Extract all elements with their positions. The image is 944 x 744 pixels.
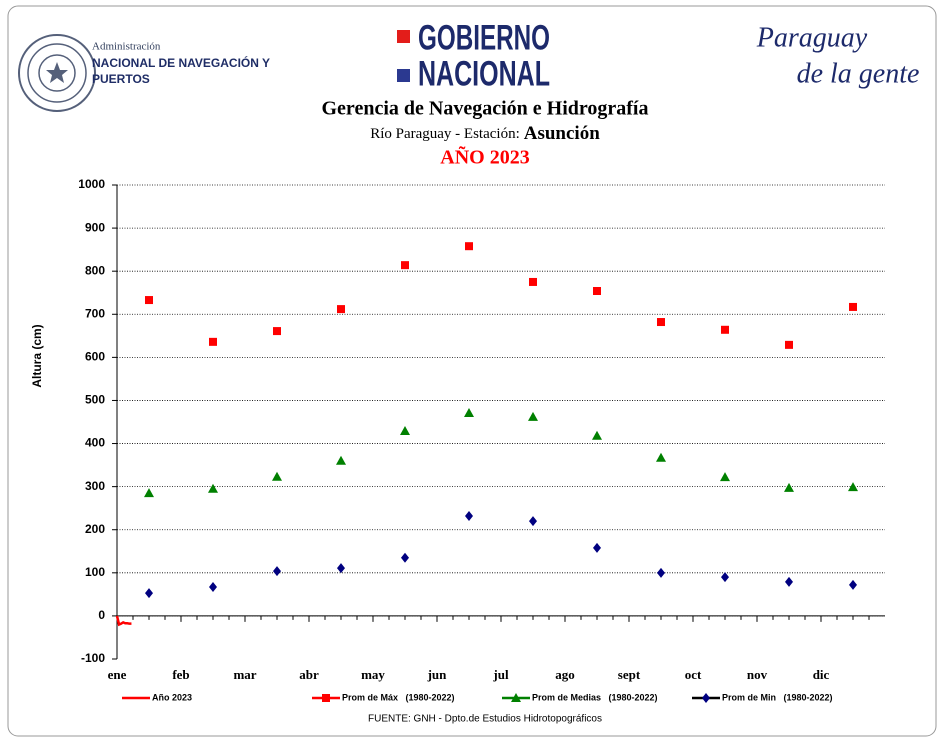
y-tick-label: 200 bbox=[85, 522, 105, 536]
source: FUENTE: GNH - Dpto.de Estudios Hidrotopo… bbox=[368, 714, 602, 725]
point bbox=[593, 542, 601, 553]
point bbox=[209, 582, 217, 593]
x-tick-label: jun bbox=[427, 667, 448, 682]
gov-logo-text: GOBIERNO bbox=[418, 18, 550, 57]
point bbox=[465, 510, 473, 521]
y-tick-label: 300 bbox=[85, 479, 105, 493]
point bbox=[721, 325, 729, 334]
x-tick-label: ene bbox=[108, 667, 127, 682]
x-tick-label: ago bbox=[555, 667, 575, 682]
point bbox=[145, 588, 153, 599]
x-tick-label: nov bbox=[747, 667, 768, 682]
point bbox=[465, 242, 473, 251]
y-tick-label: 800 bbox=[85, 263, 105, 277]
point bbox=[322, 694, 330, 702]
y-tick-label: 1000 bbox=[78, 177, 105, 191]
x-tick-label: feb bbox=[172, 667, 189, 682]
point bbox=[784, 482, 794, 492]
x-tick-label: dic bbox=[813, 667, 830, 682]
point bbox=[272, 471, 282, 481]
point bbox=[720, 472, 730, 482]
chart-subtitle: Río Paraguay - Estación: Asunción bbox=[370, 123, 600, 144]
point bbox=[849, 302, 857, 311]
y-tick-label: 0 bbox=[98, 608, 105, 622]
point bbox=[145, 296, 153, 305]
x-tick-label: oct bbox=[685, 667, 702, 682]
x-tick-label: jul bbox=[492, 667, 509, 682]
x-tick-label: mar bbox=[233, 667, 256, 682]
point bbox=[400, 426, 410, 436]
x-tick-label: sept bbox=[618, 667, 641, 682]
point bbox=[511, 693, 521, 702]
y-tick-label: 700 bbox=[85, 306, 105, 320]
point bbox=[209, 337, 217, 346]
x-tick-label: may bbox=[361, 667, 385, 682]
logo-square bbox=[397, 30, 410, 43]
slogan: Paraguay bbox=[756, 22, 868, 53]
series-line bbox=[115, 615, 132, 627]
point bbox=[785, 340, 793, 349]
point bbox=[208, 483, 218, 493]
point bbox=[401, 552, 409, 563]
point bbox=[657, 318, 665, 327]
subtitle-prefix: Río Paraguay - Estación: bbox=[370, 126, 520, 142]
admin-text: PUERTOS bbox=[92, 72, 150, 86]
point bbox=[273, 566, 281, 577]
point bbox=[273, 327, 281, 336]
chart-title: Gerencia de Navegación e Hidrografía bbox=[322, 98, 649, 120]
point bbox=[702, 693, 710, 703]
y-tick-label: 400 bbox=[85, 436, 105, 450]
point bbox=[529, 516, 537, 527]
point bbox=[337, 563, 345, 574]
logo-square bbox=[397, 69, 410, 82]
y-tick-label: -100 bbox=[81, 651, 105, 665]
year-label: AÑO 2023 bbox=[440, 146, 529, 169]
y-tick-label: 100 bbox=[85, 565, 105, 579]
point bbox=[593, 287, 601, 296]
point bbox=[848, 482, 858, 492]
point bbox=[785, 576, 793, 587]
point bbox=[849, 579, 857, 590]
point bbox=[528, 411, 538, 421]
y-axis-label: Altura (cm) bbox=[30, 324, 44, 387]
point bbox=[401, 261, 409, 270]
legend-label: Prom de Máx (1980-2022) bbox=[342, 692, 455, 702]
point bbox=[529, 277, 537, 286]
point bbox=[144, 488, 154, 498]
legend-label: Año 2023 bbox=[152, 692, 192, 702]
point bbox=[336, 455, 346, 465]
point bbox=[592, 430, 602, 440]
admin-text: Administración bbox=[92, 41, 161, 53]
y-tick-label: 600 bbox=[85, 350, 105, 364]
gov-logo-text: NACIONAL bbox=[418, 54, 550, 93]
frame bbox=[7, 5, 937, 737]
seal-logo bbox=[18, 34, 96, 112]
point bbox=[464, 407, 474, 417]
point bbox=[657, 567, 665, 578]
x-tick-label: abr bbox=[299, 667, 319, 682]
y-tick-label: 500 bbox=[85, 393, 105, 407]
legend-label: Prom de Min (1980-2022) bbox=[722, 692, 833, 702]
point bbox=[337, 305, 345, 314]
point bbox=[656, 452, 666, 462]
point bbox=[721, 572, 729, 583]
y-tick-label: 900 bbox=[85, 220, 105, 234]
admin-text: NACIONAL DE NAVEGACIÓN Y bbox=[92, 55, 270, 70]
legend-label: Prom de Medias (1980-2022) bbox=[532, 692, 658, 702]
slogan: de la gente bbox=[797, 58, 920, 89]
station: Asunción bbox=[524, 123, 600, 144]
